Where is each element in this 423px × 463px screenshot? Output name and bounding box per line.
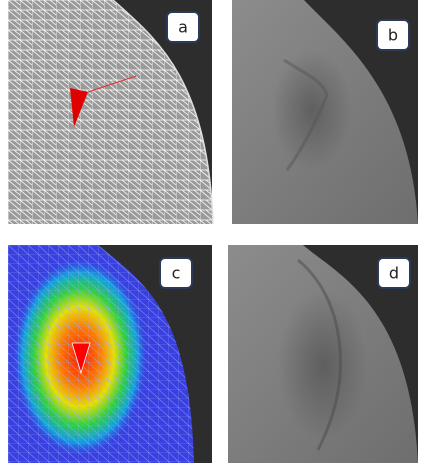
panel-c: c (8, 245, 212, 463)
panel-label: a (178, 18, 188, 37)
panel-label: c (172, 264, 181, 283)
page: a b c d (() => { const data = JSON.parse… (0, 0, 423, 463)
panel-a: a (8, 0, 213, 224)
figure: a b c d (0, 0, 423, 463)
panel-b: b (232, 0, 418, 224)
panel-d: d (228, 245, 418, 463)
panel-label: b (388, 26, 398, 45)
panel-label: d (389, 264, 399, 283)
